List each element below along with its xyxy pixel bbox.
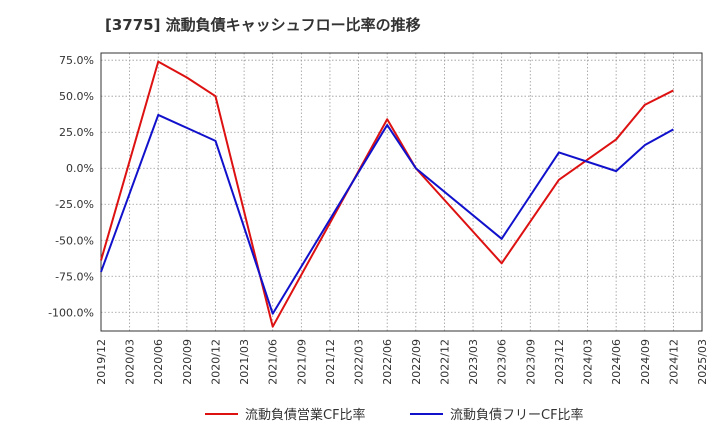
x-tick-label: 2023/03 (467, 339, 480, 385)
x-tick-label: 2021/06 (267, 339, 280, 385)
x-tick-label: 2025/03 (696, 339, 709, 385)
y-tick-label: -75.0% (55, 270, 94, 283)
chart-title: [3775] 流動負債キャッシュフロー比率の推移 (105, 16, 421, 34)
x-axis: 2019/12 2020/03 2020/06 2020/09 2020/12 2021/… (95, 339, 709, 385)
y-tick-label: 0.0% (66, 162, 94, 175)
grid (100, 53, 703, 331)
series-line-2 (100, 113, 674, 315)
series-line-1 (100, 60, 674, 328)
series-lines (100, 60, 674, 328)
x-tick-label: 2021/03 (238, 339, 251, 385)
y-tick-label: -25.0% (55, 198, 94, 211)
y-axis: 75.0% 50.0% 25.0% 0.0% -25.0% -50.0% -75.0% -10… (48, 54, 94, 319)
y-tick-label: 25.0% (59, 126, 94, 139)
x-tick-label: 2021/09 (295, 339, 308, 385)
x-tick-label: 2022/06 (381, 339, 394, 385)
x-tick-label: 2022/09 (410, 339, 423, 385)
plot-area (100, 52, 703, 332)
x-tick-label: 2020/03 (124, 339, 137, 385)
x-tick-label: 2020/12 (209, 339, 222, 385)
y-tick-label: -100.0% (48, 306, 94, 319)
x-tick-label: 2022/03 (353, 339, 366, 385)
x-tick-label: 2024/12 (667, 339, 680, 385)
x-tick-label: 2019/12 (95, 339, 108, 385)
legend-label-2: 流動負債フリーCF比率 (450, 407, 584, 423)
x-tick-label: 2023/12 (553, 339, 566, 385)
x-tick-label: 2022/12 (438, 339, 451, 385)
x-tick-label: 2024/09 (639, 339, 652, 385)
x-tick-label: 2021/12 (324, 339, 337, 385)
x-tick-label: 2023/09 (524, 339, 537, 385)
x-tick-label: 2023/06 (496, 339, 509, 385)
legend-label-1: 流動負債営業CF比率 (245, 407, 366, 423)
y-tick-label: 50.0% (59, 90, 94, 103)
legend: 流動負債営業CF比率 流動負債フリーCF比率 (205, 407, 584, 423)
x-tick-label: 2020/06 (152, 339, 165, 385)
y-tick-label: -50.0% (55, 234, 94, 247)
x-tick-label: 2024/03 (582, 339, 595, 385)
y-tick-label: 75.0% (59, 54, 94, 67)
x-tick-label: 2024/06 (610, 339, 623, 385)
x-tick-label: 2020/09 (181, 339, 194, 385)
